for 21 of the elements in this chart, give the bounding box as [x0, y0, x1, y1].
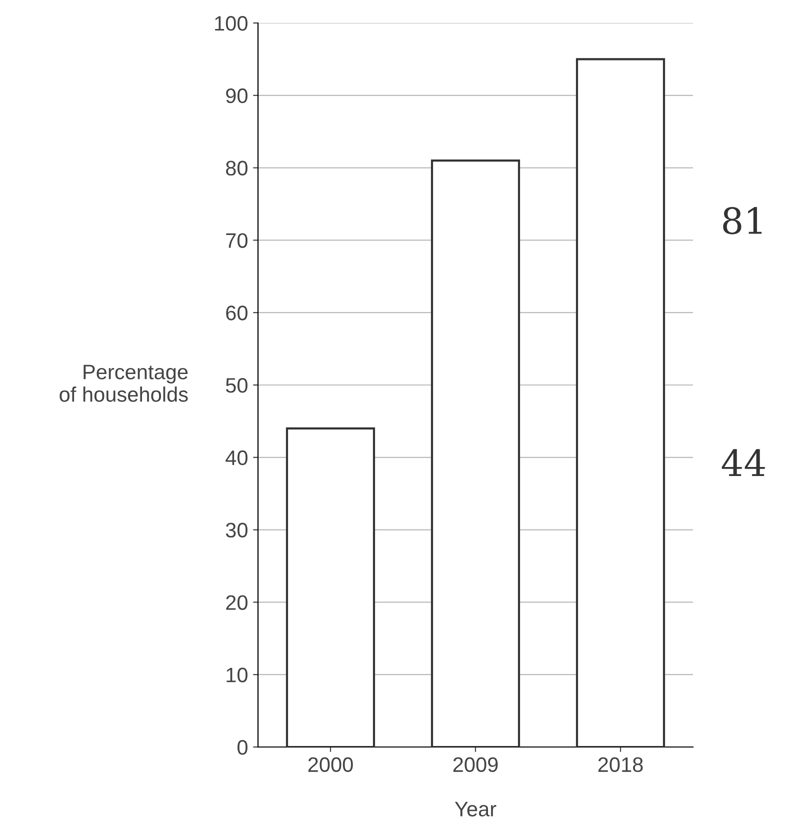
y-tick-label: 0	[238, 740, 248, 755]
x-axis-title: Year	[454, 802, 496, 816]
x-tick-label: 2000	[308, 757, 353, 772]
y-tick-label: 80	[226, 160, 248, 176]
x-tick-label: 2009	[453, 757, 498, 772]
y-axis-title: Percentage of households	[60, 364, 188, 402]
y-tick-label: 20	[226, 595, 248, 610]
bar	[576, 58, 666, 747]
y-tick-label: 70	[226, 233, 248, 248]
y-tick-label: 60	[226, 306, 248, 320]
y-tick-label: 10	[226, 668, 248, 682]
y-tick-label: 50	[226, 378, 248, 393]
bar	[430, 160, 520, 747]
x-tick-label: 2018	[598, 757, 643, 772]
text: 81	[723, 207, 762, 234]
y-tick-label: 100	[215, 16, 248, 31]
y-tick-label: 40	[226, 450, 248, 466]
y-tick-label: 90	[226, 88, 248, 104]
text: 44	[722, 449, 765, 476]
bar	[286, 427, 376, 747]
y-tick-label: 30	[226, 522, 248, 538]
